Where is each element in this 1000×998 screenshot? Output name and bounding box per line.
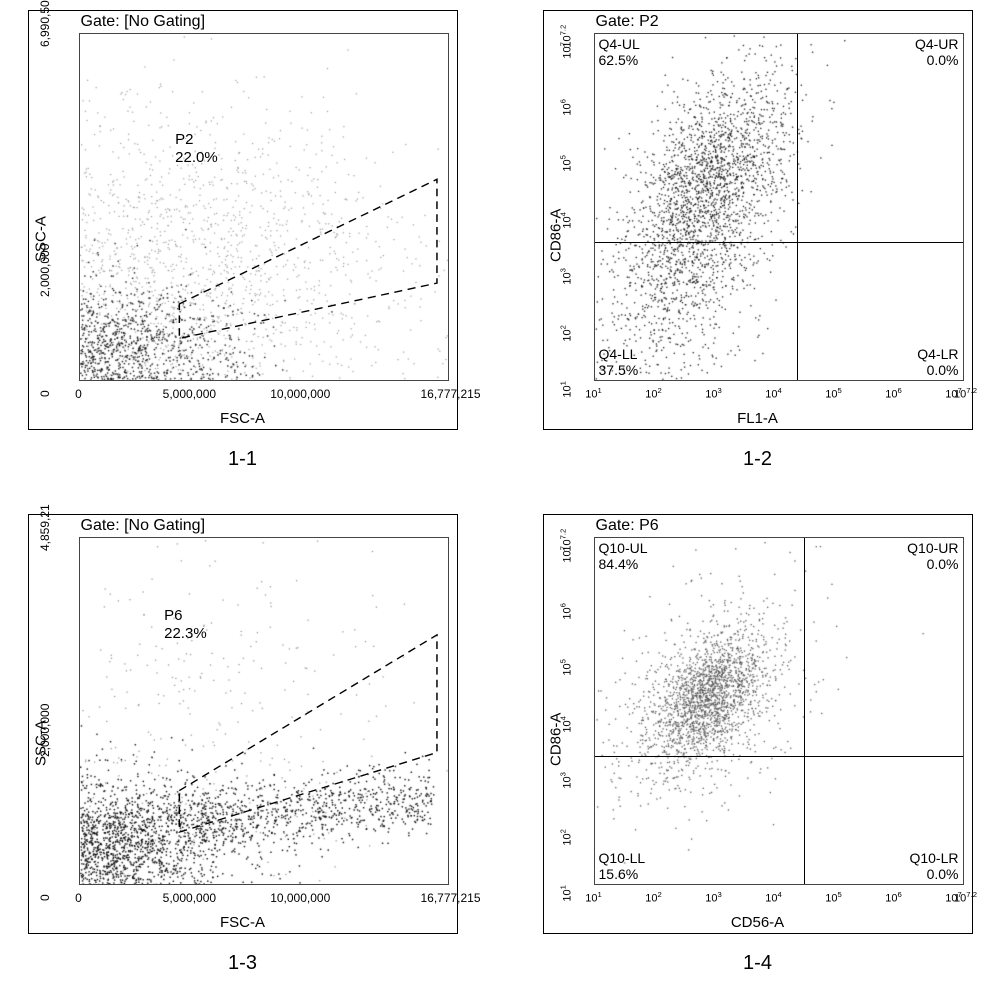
chart-1-4: Gate: P6 CD86-A Q10-UL84.4% Q10-UR0.0% Q… [543, 514, 973, 934]
panel-1-2: Gate: P2 CD86-A Q4-UL62.5% Q4-UR0.0% Q4-… [525, 10, 990, 484]
chart-1-3: Gate: [No Gating] SSC-A P622.3% FSC-A 05… [28, 514, 458, 934]
gate-label: Gate: P2 [596, 13, 659, 31]
gate-label: Gate: [No Gating] [81, 517, 206, 535]
quad-ul: Q4-UL62.5% [599, 36, 640, 68]
y-tick: 107.2 [558, 25, 573, 48]
chart-1-1: Gate: [No Gating] SSC-A P222.0% FSC-A 05… [28, 10, 458, 430]
panel-caption: 1-3 [228, 952, 257, 975]
panel-caption: 1-1 [228, 448, 257, 471]
y-tick: 0 [38, 390, 52, 397]
scatter-canvas-11 [80, 34, 449, 381]
plot-area: Q10-UL84.4% Q10-UR0.0% Q10-LL15.6% Q10-L… [594, 537, 964, 885]
y-tick: 105 [558, 659, 573, 676]
quad-ll: Q4-LL37.5% [599, 346, 639, 378]
x-tick: 105 [825, 890, 842, 905]
x-tick: 10,000,000 [270, 891, 330, 905]
y-tick: 0 [38, 894, 52, 901]
x-tick: 0 [75, 387, 82, 401]
panel-1-4: Gate: P6 CD86-A Q10-UL84.4% Q10-UR0.0% Q… [525, 514, 990, 988]
quad-lr: Q4-LR0.0% [917, 346, 958, 378]
x-tick: 0 [75, 891, 82, 905]
scatter-canvas-13 [80, 538, 449, 885]
panel-caption: 1-2 [743, 448, 772, 471]
x-tick: 101 [585, 386, 602, 401]
y-tick: 106 [558, 603, 573, 620]
chart-1-2: Gate: P2 CD86-A Q4-UL62.5% Q4-UR0.0% Q4-… [543, 10, 973, 430]
quadrant-vline [804, 538, 805, 884]
y-tick: 6,990,50 [38, 0, 52, 47]
y-tick: 106 [558, 99, 573, 116]
quad-ul: Q10-UL84.4% [599, 540, 648, 572]
scatter-canvas-14 [595, 538, 964, 885]
y-tick: 4,859,21 [38, 504, 52, 551]
quad-lr: Q10-LR0.0% [909, 850, 958, 882]
y-tick: 103 [558, 772, 573, 789]
x-axis-label: FSC-A [220, 410, 265, 427]
chart-grid: Gate: [No Gating] SSC-A P222.0% FSC-A 05… [10, 10, 990, 988]
x-tick: 103 [705, 890, 722, 905]
x-tick: 102 [645, 890, 662, 905]
x-tick: 105 [825, 386, 842, 401]
y-tick: 104 [558, 212, 573, 229]
gate-label: Gate: [No Gating] [81, 13, 206, 31]
x-tick: 107.2 [954, 386, 977, 401]
plot-area: Q4-UL62.5% Q4-UR0.0% Q4-LL37.5% Q4-LR0.0… [594, 33, 964, 381]
quad-ur: Q4-UR0.0% [915, 36, 959, 68]
gate-annotation: P622.3% [164, 607, 207, 643]
quadrant-vline [797, 34, 798, 380]
y-tick: 102 [558, 829, 573, 846]
x-tick: 107.2 [954, 890, 977, 905]
x-tick: 104 [765, 890, 782, 905]
quad-ur: Q10-UR0.0% [907, 540, 958, 572]
x-axis-label: FL1-A [737, 410, 778, 427]
x-tick: 10,000,000 [270, 387, 330, 401]
x-tick: 5,000,000 [163, 387, 216, 401]
x-tick: 104 [765, 386, 782, 401]
panel-caption: 1-4 [743, 952, 772, 975]
quadrant-hline [595, 242, 963, 243]
scatter-canvas-12 [595, 34, 964, 381]
x-tick: 101 [585, 890, 602, 905]
y-tick: 105 [558, 155, 573, 172]
y-tick: 2,000,000 [38, 704, 52, 757]
y-tick: 103 [558, 268, 573, 285]
x-tick: 16,777,215 [420, 891, 480, 905]
plot-area: P222.0% [79, 33, 449, 381]
y-tick: 104 [558, 716, 573, 733]
quad-ll: Q10-LL15.6% [599, 850, 646, 882]
x-tick: 5,000,000 [163, 891, 216, 905]
x-tick: 16,777,215 [420, 387, 480, 401]
quadrant-hline [595, 756, 963, 757]
x-tick: 102 [645, 386, 662, 401]
y-tick: 107.2 [558, 529, 573, 552]
x-axis-label: FSC-A [220, 914, 265, 931]
x-tick: 103 [705, 386, 722, 401]
y-tick: 102 [558, 325, 573, 342]
x-tick: 106 [885, 386, 902, 401]
y-tick: 101 [558, 885, 573, 902]
y-tick: 101 [558, 381, 573, 398]
x-tick: 106 [885, 890, 902, 905]
gate-label: Gate: P6 [596, 517, 659, 535]
plot-area: P622.3% [79, 537, 449, 885]
panel-1-3: Gate: [No Gating] SSC-A P622.3% FSC-A 05… [10, 514, 475, 988]
gate-annotation: P222.0% [175, 131, 218, 167]
x-axis-label: CD56-A [731, 914, 784, 931]
panel-1-1: Gate: [No Gating] SSC-A P222.0% FSC-A 05… [10, 10, 475, 484]
y-tick: 2,000,000 [38, 243, 52, 296]
